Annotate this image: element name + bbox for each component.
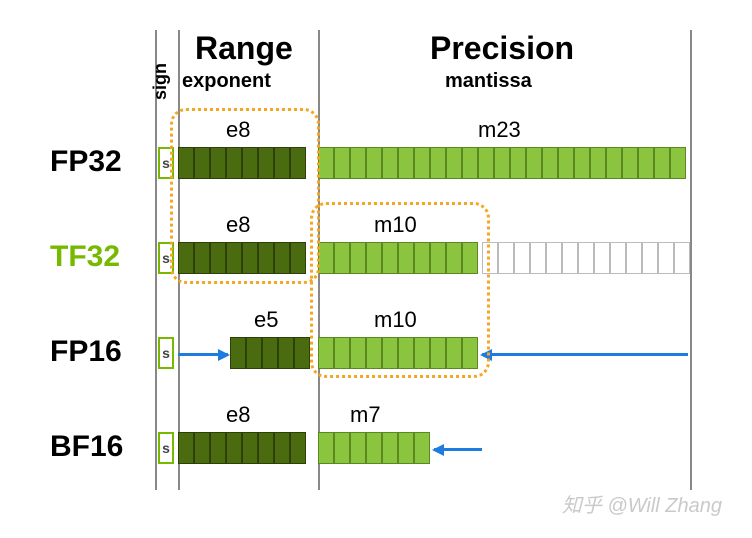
exponent-bits-bf16 bbox=[178, 432, 306, 464]
format-label-tf32: TF32 bbox=[50, 240, 120, 274]
man-label-bf16: m7 bbox=[350, 402, 381, 428]
man-label-tf32: m10 bbox=[374, 212, 417, 238]
watermark: 知乎 @Will Zhang bbox=[562, 489, 722, 518]
sign-bit-bf16: s bbox=[158, 432, 174, 464]
subheader-exponent: exponent bbox=[182, 70, 271, 93]
arrow-fp16-1 bbox=[482, 353, 688, 356]
exp-label-bf16: e8 bbox=[226, 402, 250, 428]
ghost-bits-tf32 bbox=[482, 242, 690, 274]
header-range: Range bbox=[195, 30, 293, 67]
sign-bit-fp32: s bbox=[158, 147, 174, 179]
exponent-bits-fp16 bbox=[230, 337, 310, 369]
arrow-fp16-0 bbox=[178, 353, 228, 356]
header-precision: Precision bbox=[430, 30, 574, 67]
mantissa-bits-tf32 bbox=[318, 242, 478, 274]
guide-right bbox=[690, 30, 692, 490]
mantissa-bits-fp16 bbox=[318, 337, 478, 369]
man-label-fp16: m10 bbox=[374, 307, 417, 333]
exponent-bits-tf32 bbox=[178, 242, 306, 274]
exp-label-fp32: e8 bbox=[226, 117, 250, 143]
sign-bit-fp16: s bbox=[158, 337, 174, 369]
format-label-fp16: FP16 bbox=[50, 335, 122, 369]
float-format-diagram: Range Precision exponent mantissa sign F… bbox=[30, 30, 710, 490]
mantissa-bits-bf16 bbox=[318, 432, 430, 464]
subheader-mantissa: mantissa bbox=[445, 70, 532, 93]
exponent-bits-fp32 bbox=[178, 147, 306, 179]
format-label-bf16: BF16 bbox=[50, 430, 123, 464]
sign-bit-tf32: s bbox=[158, 242, 174, 274]
mantissa-bits-fp32 bbox=[318, 147, 686, 179]
exp-label-fp16: e5 bbox=[254, 307, 278, 333]
format-label-fp32: FP32 bbox=[50, 145, 122, 179]
man-label-fp32: m23 bbox=[478, 117, 521, 143]
arrow-bf16-0 bbox=[434, 448, 482, 451]
exp-label-tf32: e8 bbox=[226, 212, 250, 238]
subheader-sign: sign bbox=[150, 63, 171, 100]
